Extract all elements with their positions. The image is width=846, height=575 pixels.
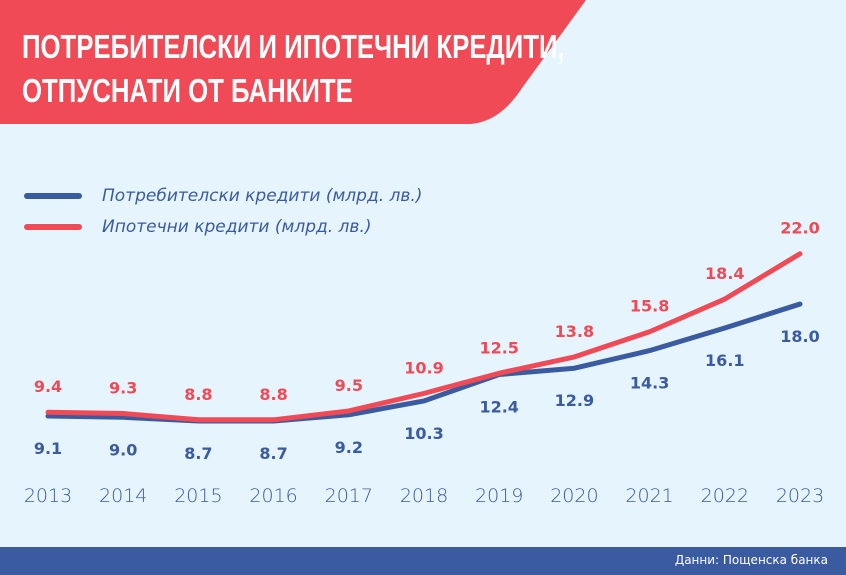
data-label: 10.3 bbox=[404, 424, 443, 443]
chart-title-line2: ОТПУСНАТИ ОТ БАНКИТЕ bbox=[22, 72, 353, 109]
x-tick-label: 2015 bbox=[174, 485, 222, 507]
data-label: 15.8 bbox=[630, 297, 669, 316]
line-chart: 9.1 9.0 8.7 8.7 9.2 10.3 12.4 12.9 14.3 16.1 18.0 9… bbox=[24, 219, 824, 507]
legend-swatch-blue bbox=[24, 193, 82, 199]
data-label: 10.9 bbox=[404, 358, 443, 377]
x-tick-label: 2017 bbox=[325, 485, 373, 507]
legend-item-consumer: Потребителски кредити (млрд. лв.) bbox=[24, 186, 422, 206]
legend-label: Потребителски кредити (млрд. лв.) bbox=[102, 186, 423, 206]
legend-swatch-red bbox=[24, 224, 82, 230]
x-tick-label: 2013 bbox=[24, 485, 72, 507]
x-tick-label: 2022 bbox=[701, 485, 749, 507]
data-label: 12.9 bbox=[555, 391, 594, 410]
data-label: 9.2 bbox=[335, 438, 363, 457]
x-tick-label: 2016 bbox=[249, 485, 297, 507]
data-label: 8.7 bbox=[184, 444, 212, 463]
data-label: 9.0 bbox=[109, 440, 137, 459]
data-label: 12.5 bbox=[479, 338, 518, 357]
x-tick-label: 2014 bbox=[99, 485, 147, 507]
data-label: 13.8 bbox=[555, 322, 594, 341]
data-label: 8.7 bbox=[259, 444, 287, 463]
x-tick-label: 2019 bbox=[475, 485, 523, 507]
data-label: 18.0 bbox=[780, 327, 819, 346]
data-label: 22.0 bbox=[780, 219, 819, 238]
data-label: 9.5 bbox=[335, 376, 363, 395]
data-label: 8.8 bbox=[184, 385, 212, 404]
data-label: 16.1 bbox=[705, 351, 744, 370]
data-label: 9.3 bbox=[109, 379, 137, 398]
source-note: Данни: Пощенска банка bbox=[674, 553, 828, 567]
data-label: 9.1 bbox=[34, 439, 62, 458]
x-tick-label: 2021 bbox=[625, 485, 673, 507]
footer-bar: Данни: Пощенска банка bbox=[0, 547, 846, 575]
chart-title-line1: ПОТРЕБИТЕЛСКИ И ИПОТЕЧНИ КРЕДИТИ, bbox=[22, 28, 565, 65]
x-tick-label: 2023 bbox=[776, 485, 824, 507]
legend-label: Ипотечни кредити (млрд. лв.) bbox=[102, 217, 372, 237]
data-label: 14.3 bbox=[630, 374, 669, 393]
data-label: 9.4 bbox=[34, 377, 62, 396]
x-tick-label: 2018 bbox=[400, 485, 448, 507]
data-label: 18.4 bbox=[705, 264, 744, 283]
x-tick-label: 2020 bbox=[550, 485, 598, 507]
data-label: 12.4 bbox=[479, 398, 518, 417]
legend-item-mortgage: Ипотечни кредити (млрд. лв.) bbox=[24, 217, 371, 237]
title-banner bbox=[0, 0, 586, 124]
series-line-1 bbox=[45, 251, 803, 423]
data-label: 8.8 bbox=[259, 385, 287, 404]
